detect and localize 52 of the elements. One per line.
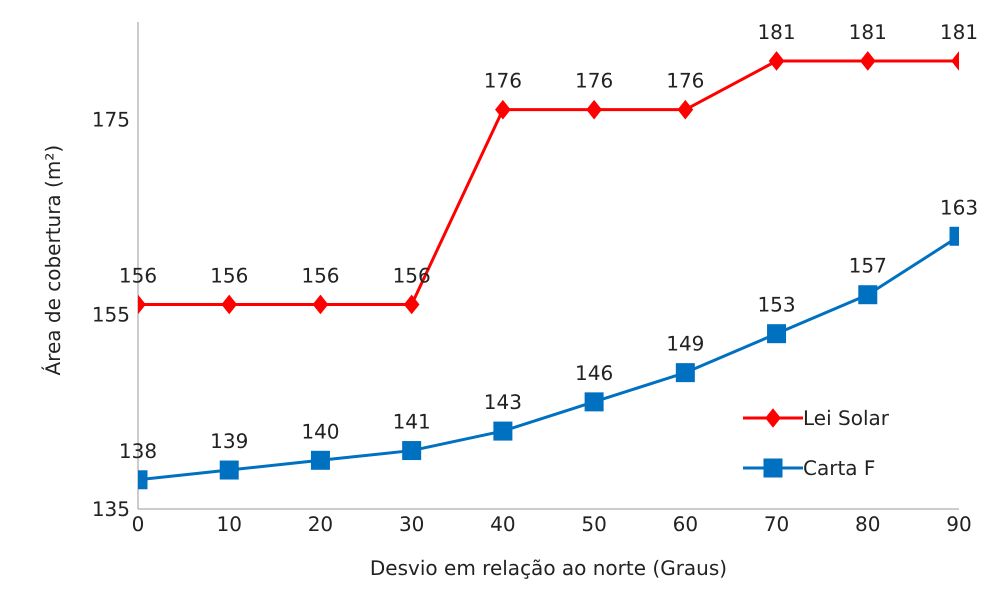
data-label: 156 bbox=[210, 263, 248, 288]
y-tick-label: 155 bbox=[92, 302, 130, 326]
data-label: 141 bbox=[392, 410, 431, 434]
x-tick-label: 50 bbox=[581, 512, 607, 536]
data-label: 181 bbox=[848, 20, 887, 44]
data-label: 156 bbox=[301, 263, 340, 288]
x-axis-title: Desvio em relação ao norte (Graus) bbox=[370, 556, 728, 580]
point bbox=[678, 100, 694, 120]
point bbox=[312, 294, 328, 314]
x-tick-label: 60 bbox=[672, 512, 698, 536]
point bbox=[222, 294, 237, 314]
data-label: 138 bbox=[118, 438, 158, 463]
data-label: 163 bbox=[940, 195, 978, 220]
point bbox=[495, 100, 511, 120]
point bbox=[768, 51, 784, 70]
x-tick-label: 80 bbox=[855, 512, 881, 536]
data-label: 176 bbox=[484, 68, 522, 93]
legend-label: Lei Solar bbox=[803, 406, 889, 430]
x-tick-label: 40 bbox=[490, 512, 516, 536]
x-tick-label: 30 bbox=[398, 512, 424, 536]
data-label: 176 bbox=[575, 68, 614, 93]
data-label: 140 bbox=[301, 419, 340, 444]
point bbox=[402, 441, 422, 460]
x-tick-label: 10 bbox=[216, 512, 242, 536]
x-tick-label: 90 bbox=[946, 512, 972, 536]
data-label: 149 bbox=[666, 332, 704, 356]
point bbox=[676, 363, 695, 382]
point bbox=[860, 51, 876, 70]
point bbox=[493, 422, 512, 441]
x-tick-label: 70 bbox=[764, 512, 790, 536]
data-label: 146 bbox=[575, 360, 614, 385]
point bbox=[584, 392, 604, 412]
data-label: 181 bbox=[757, 20, 796, 44]
x-tick-label: 0 bbox=[132, 512, 144, 536]
data-label: 176 bbox=[666, 68, 704, 93]
data-label: 143 bbox=[484, 390, 522, 414]
point bbox=[404, 294, 420, 314]
data-label: 157 bbox=[848, 254, 887, 278]
point bbox=[767, 324, 786, 344]
data-label: 181 bbox=[940, 20, 978, 44]
point bbox=[586, 100, 602, 120]
data-label: 139 bbox=[210, 429, 248, 454]
x-tick-label: 20 bbox=[308, 512, 334, 536]
y-tick-label: 135 bbox=[92, 497, 130, 522]
data-label: 153 bbox=[757, 292, 796, 317]
point bbox=[858, 285, 878, 304]
y-axis-title: Área de cobertura (m²) bbox=[41, 144, 66, 376]
data-label: 156 bbox=[118, 263, 158, 288]
point bbox=[220, 460, 239, 480]
y-tick-label: 175 bbox=[92, 108, 130, 132]
legend-label: Carta F bbox=[803, 456, 876, 480]
point bbox=[310, 450, 330, 470]
